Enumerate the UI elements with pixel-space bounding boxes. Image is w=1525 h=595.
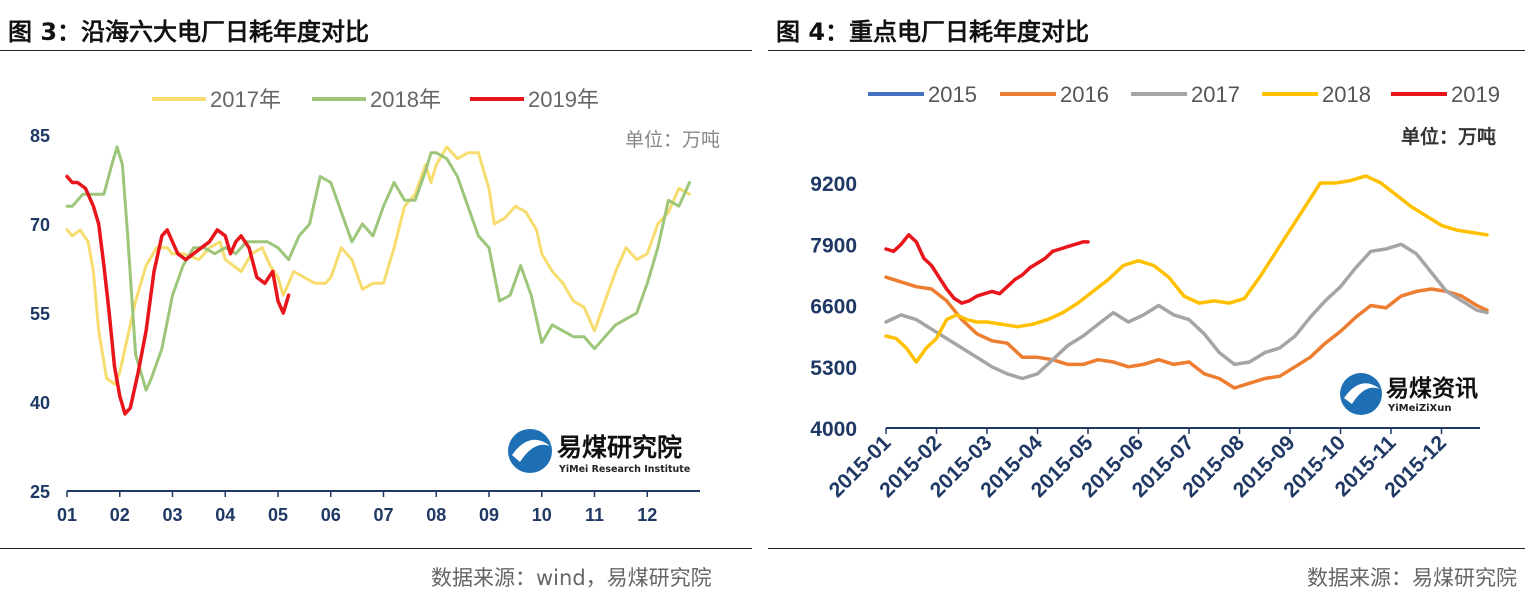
y-tick-label: 6600 <box>810 296 857 319</box>
logo-subtitle: YiMeiZiXun <box>1387 403 1451 414</box>
legend-label: 2017年 <box>210 87 281 112</box>
x-tick-label: 12 <box>637 505 657 525</box>
legend-label: 2018年 <box>370 87 441 112</box>
legend-label: 2016 <box>1060 82 1109 107</box>
series-line <box>65 174 291 416</box>
legend-label: 2017 <box>1191 82 1240 107</box>
footer-rule-right <box>768 548 1525 549</box>
x-tick-label: 03 <box>162 505 182 525</box>
y-tick-label: 85 <box>30 126 50 146</box>
y-tick-label: 40 <box>30 393 50 413</box>
y-tick-label: 4000 <box>810 418 857 441</box>
source-note-right: 数据来源：易煤研究院 <box>1307 566 1517 590</box>
x-tick-label: 11 <box>585 505 604 525</box>
unit-label: 单位：万吨 <box>1401 125 1496 148</box>
chart-title-left: 图 3：沿海六大电厂日耗年度对比 <box>8 18 370 46</box>
logo-subtitle: YiMei Research Institute <box>558 464 690 475</box>
logo-left: 易煤研究院 YiMei Research Institute <box>508 429 690 475</box>
chart-right: 400053006600790092002015-012015-022015-0… <box>810 82 1500 502</box>
logo-name: 易煤资讯 <box>1386 376 1478 402</box>
logo-swoosh <box>512 439 550 462</box>
x-tick-label: 06 <box>321 505 341 525</box>
x-tick-label: 07 <box>373 505 393 525</box>
header-rule-right <box>768 50 1525 51</box>
x-tick-label: 08 <box>426 505 446 525</box>
series-line <box>884 275 1489 390</box>
series-line <box>884 233 1090 305</box>
logo-swoosh <box>1344 383 1380 404</box>
y-tick-label: 9200 <box>810 173 857 196</box>
header-rule-left <box>0 50 752 51</box>
logo-name: 易煤研究院 <box>557 433 682 462</box>
x-tick-label: 01 <box>57 505 77 525</box>
y-tick-label: 7900 <box>810 234 857 257</box>
series-line <box>884 242 1489 381</box>
legend-label: 2018 <box>1322 82 1371 107</box>
chart-left: 25 40 55 70 85 01 02 03 04 05 06 07 08 09 10 11 12 2017年 2… <box>30 87 720 525</box>
x-tick-label: 09 <box>479 505 499 525</box>
legend-label: 2015 <box>928 82 977 107</box>
series-line <box>884 174 1489 364</box>
x-tick-label: 02 <box>110 505 130 525</box>
y-tick-label: 70 <box>30 215 50 235</box>
x-tick-label: 10 <box>532 505 552 525</box>
x-tick-label: 05 <box>268 505 288 525</box>
source-note-left: 数据来源：wind，易煤研究院 <box>431 566 712 590</box>
unit-label: 单位：万吨 <box>625 129 720 151</box>
logo-icon <box>1340 373 1382 415</box>
logo-icon <box>508 429 552 473</box>
legend-label: 2019 <box>1451 82 1500 107</box>
legend-label: 2019年 <box>528 87 599 112</box>
y-tick-label: 5300 <box>810 357 857 380</box>
x-tick-label: 04 <box>215 505 235 525</box>
series-line <box>65 145 691 386</box>
y-tick-label: 55 <box>30 304 50 324</box>
chart-title-right: 图 4：重点电厂日耗年度对比 <box>776 18 1090 46</box>
series-line <box>65 145 691 392</box>
y-tick-label: 25 <box>30 482 50 502</box>
footer-rule-left <box>0 548 752 549</box>
